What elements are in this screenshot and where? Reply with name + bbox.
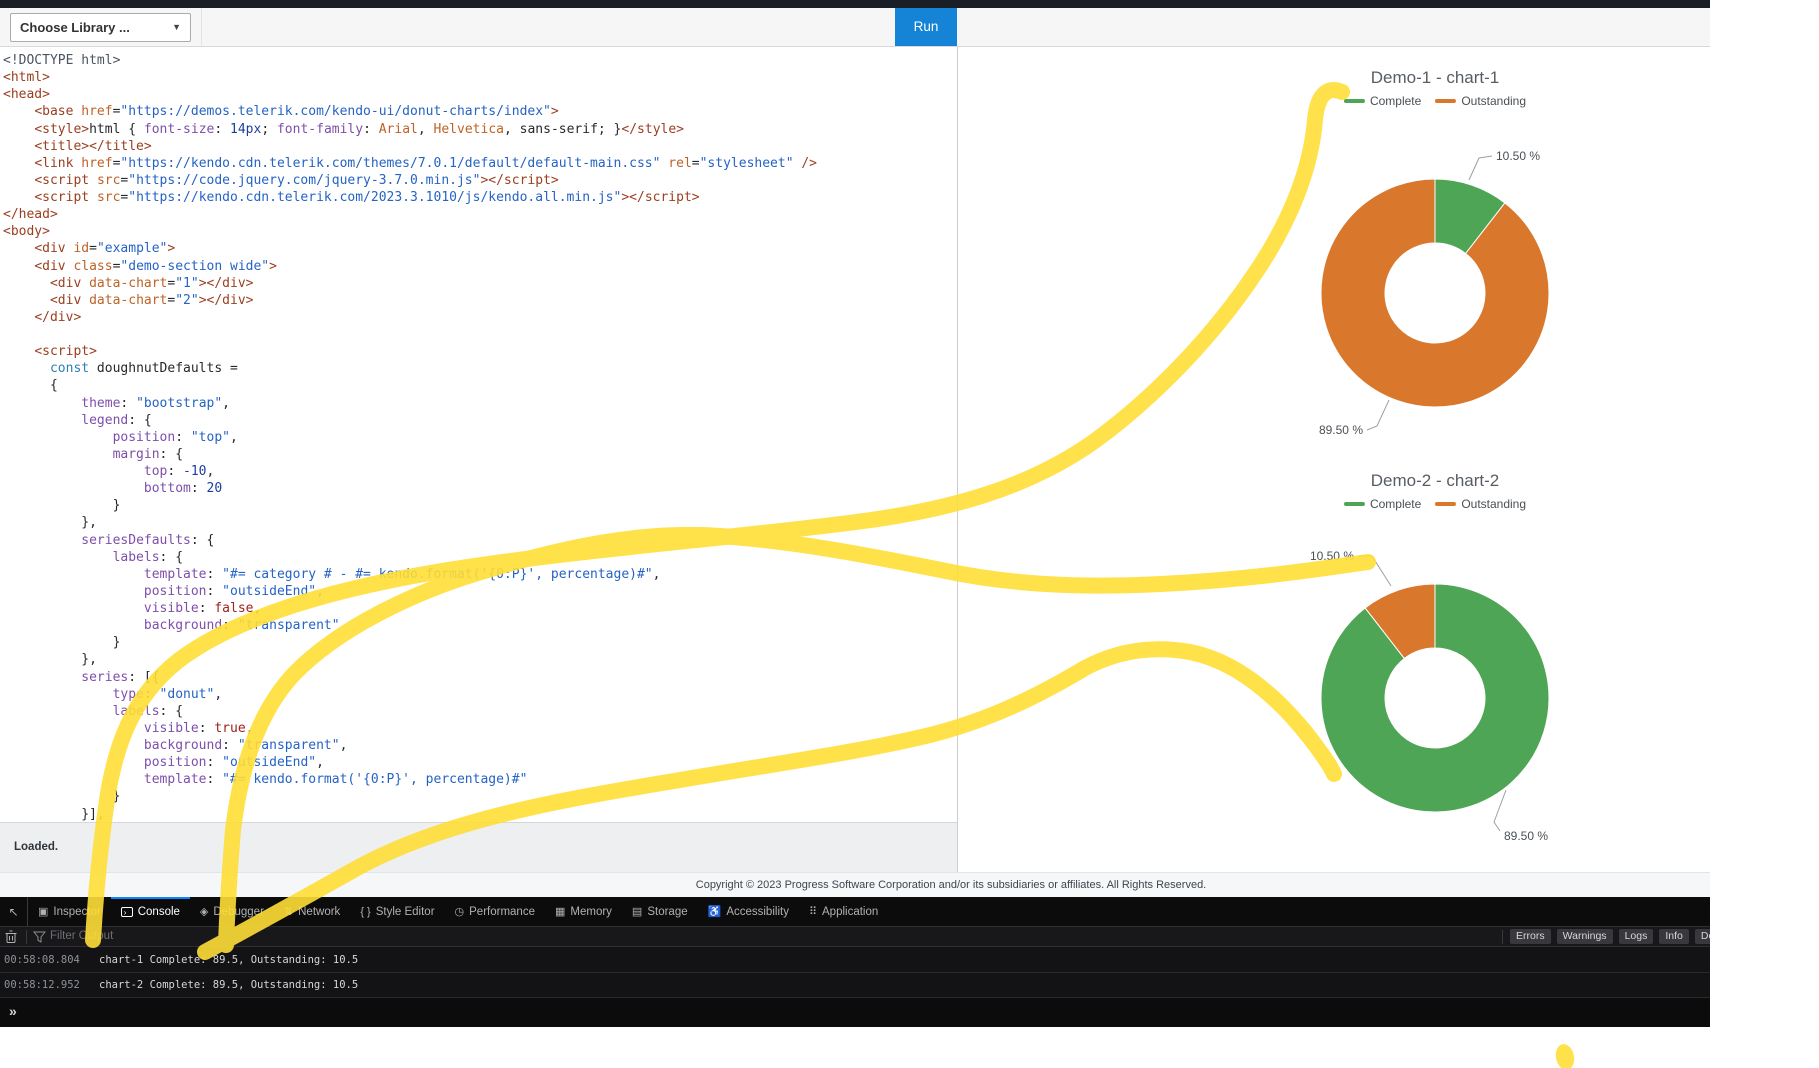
slice-percentage-label: 10.50 % bbox=[1310, 549, 1354, 563]
filter-button-warnings[interactable]: Warnings bbox=[1556, 929, 1613, 944]
code-line: </head> bbox=[3, 207, 58, 223]
page-header-strip bbox=[0, 0, 1710, 8]
log-level-buttons: Errors Warnings Logs Info Debug bbox=[1510, 929, 1710, 944]
status-text: Loaded. bbox=[14, 841, 59, 853]
legend-item-outstanding[interactable]: Outstanding bbox=[1435, 497, 1526, 511]
label-callout-line bbox=[1468, 155, 1493, 181]
filter-button-info[interactable]: Info bbox=[1659, 929, 1689, 944]
code-line: <head> bbox=[3, 87, 50, 103]
slice-percentage-label: 89.50 % bbox=[1319, 423, 1363, 437]
label-callout-line bbox=[1358, 555, 1392, 587]
legend-marker bbox=[1343, 502, 1365, 506]
log-message: chart-2 Complete: 89.5, Outstanding: 10.… bbox=[99, 979, 359, 991]
chart-legend: Complete Outstanding bbox=[1343, 497, 1526, 511]
code-line: <script> bbox=[34, 344, 97, 360]
label-callout-line bbox=[1366, 399, 1390, 431]
filter-buttons-separator bbox=[1502, 930, 1503, 944]
log-timestamp: 00:58:08.804 bbox=[4, 954, 80, 966]
slice-percentage-label: 10.50 % bbox=[1496, 149, 1540, 163]
chart-title: Demo-2 - chart-2 bbox=[1370, 471, 1500, 490]
dojo-toolbar: Choose Library ... ▼ Run bbox=[0, 8, 1710, 47]
legend-label: Complete bbox=[1369, 94, 1422, 108]
run-button[interactable]: Run bbox=[895, 8, 957, 46]
chart-title: Demo-1 - chart-1 bbox=[1370, 68, 1500, 87]
console-log-row[interactable]: 00:58:12.952 chart-2 Complete: 89.5, Outs… bbox=[0, 973, 1710, 998]
log-timestamp: 00:58:12.952 bbox=[4, 979, 80, 991]
label-callout-line bbox=[1493, 789, 1507, 832]
slice-percentage-label: 89.50 % bbox=[1504, 829, 1548, 843]
inspector-icon: ▣ bbox=[38, 906, 49, 918]
legend-item-outstanding[interactable]: Outstanding bbox=[1435, 94, 1526, 108]
choose-library-label: Choose Library ... bbox=[20, 20, 130, 35]
donut-slice-outstanding-chart1[interactable] bbox=[1320, 178, 1550, 408]
filter-separator bbox=[26, 930, 27, 944]
choose-library-select[interactable]: Choose Library ... ▼ bbox=[10, 13, 191, 42]
legend-label: Outstanding bbox=[1461, 94, 1527, 108]
legend-label: Complete bbox=[1369, 497, 1422, 511]
code-line: { bbox=[3, 378, 58, 394]
filter-button-logs[interactable]: Logs bbox=[1618, 929, 1654, 944]
toolbar-separator bbox=[201, 8, 202, 46]
chart-legend: Complete Outstanding bbox=[1343, 94, 1526, 108]
console-prompt-icon: » bbox=[9, 1003, 17, 1019]
legend-marker bbox=[1343, 99, 1365, 103]
donut-slice-outstanding-chart2[interactable] bbox=[1364, 583, 1436, 660]
code-line: <!DOCTYPE html> bbox=[3, 53, 121, 68]
legend-item-complete[interactable]: Complete bbox=[1343, 94, 1422, 108]
filter-button-errors[interactable]: Errors bbox=[1510, 929, 1551, 944]
pick-element-icon[interactable]: ↖ bbox=[0, 897, 28, 926]
filter-button-debug[interactable]: Debug bbox=[1694, 929, 1710, 944]
code-line: <body> bbox=[3, 224, 50, 240]
legend-marker bbox=[1435, 99, 1457, 103]
code-line: <html> bbox=[3, 70, 50, 86]
console-input-row[interactable]: » bbox=[0, 998, 1710, 1027]
clear-console-icon[interactable] bbox=[5, 930, 17, 944]
legend-item-complete[interactable]: Complete bbox=[1343, 497, 1422, 511]
filter-icon bbox=[33, 931, 46, 943]
code-line: </div> bbox=[34, 309, 82, 325]
legend-label: Outstanding bbox=[1461, 497, 1527, 511]
chevron-down-icon: ▼ bbox=[172, 22, 181, 32]
legend-marker bbox=[1435, 502, 1457, 506]
